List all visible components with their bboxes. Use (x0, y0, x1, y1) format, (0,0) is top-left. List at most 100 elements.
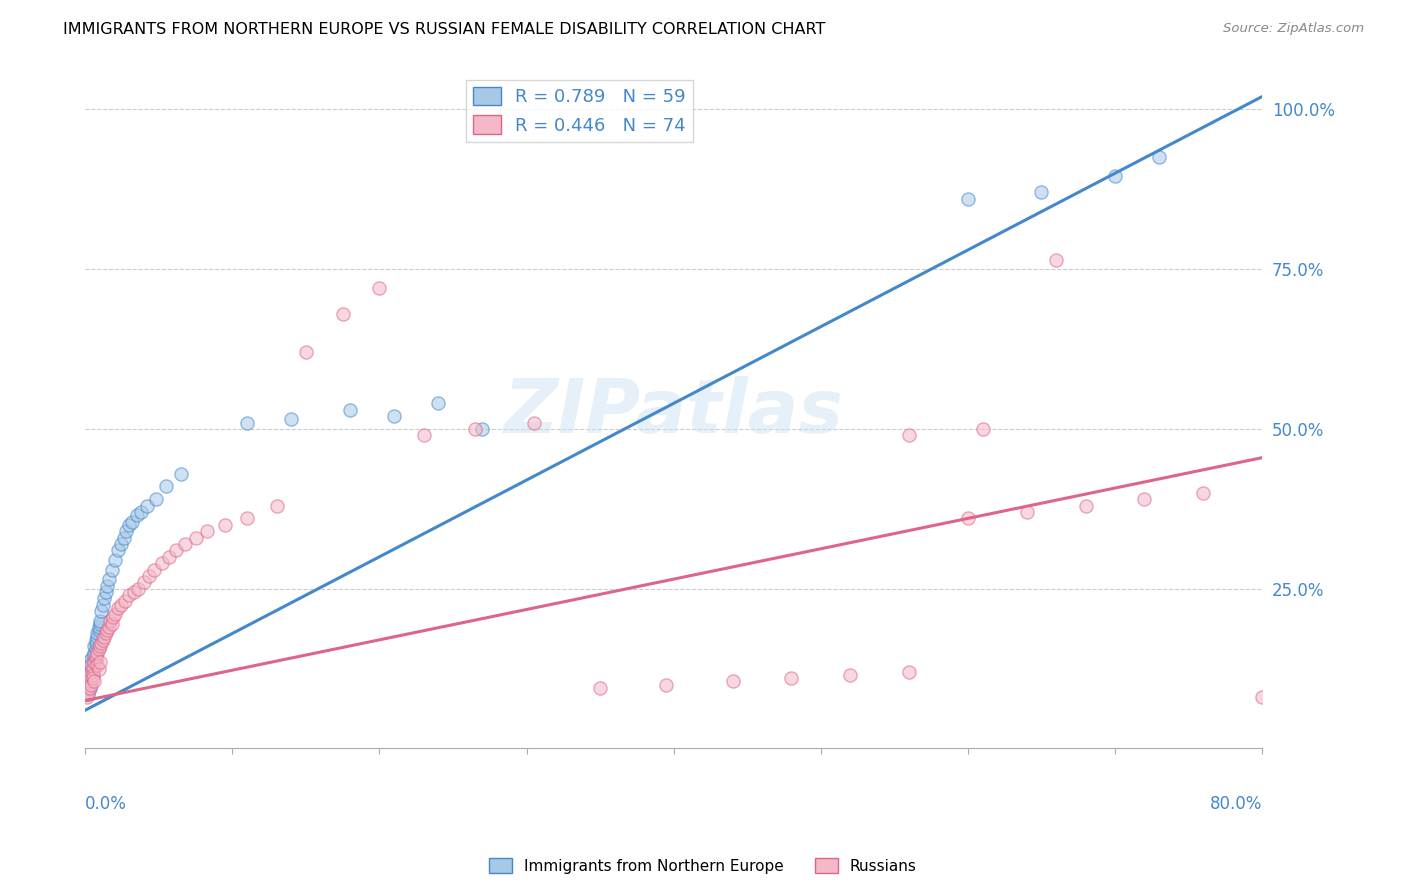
Point (129, 505, 152, 519)
Point (83, 655, 105, 669)
Point (83, 674, 105, 689)
Point (107, 600, 129, 615)
Point (122, 585, 145, 599)
Legend: R = 0.789   N = 59, R = 0.446   N = 74: R = 0.789 N = 59, R = 0.446 N = 74 (467, 79, 693, 142)
Point (339, 402, 361, 417)
Point (77, 687, 100, 701)
Point (236, 511, 259, 525)
Point (100, 616, 122, 631)
Text: IMMIGRANTS FROM NORTHERN EUROPE VS RUSSIAN FEMALE DISABILITY CORRELATION CHART: IMMIGRANTS FROM NORTHERN EUROPE VS RUSSI… (63, 22, 825, 37)
Legend: Immigrants from Northern Europe, Russians: Immigrants from Northern Europe, Russian… (484, 852, 922, 880)
Point (956, 511, 979, 525)
Point (91, 632, 114, 647)
Point (155, 479, 177, 493)
Point (89, 655, 111, 669)
Point (94, 626, 117, 640)
Point (170, 467, 193, 481)
Point (839, 668, 862, 682)
Point (127, 582, 149, 596)
Point (86, 658, 108, 673)
Point (79, 674, 101, 689)
Point (77, 677, 100, 691)
Point (118, 517, 141, 532)
Point (1045, 252, 1067, 267)
Point (86, 646, 108, 660)
Text: 80.0%: 80.0% (1209, 796, 1263, 814)
Point (157, 549, 180, 564)
Point (166, 543, 188, 558)
Point (79, 681, 101, 695)
Point (80, 662, 103, 676)
Point (79, 681, 101, 695)
Point (110, 537, 132, 551)
Point (107, 543, 129, 558)
Point (184, 531, 207, 545)
Point (82, 671, 104, 685)
Point (83, 655, 105, 669)
Point (145, 492, 167, 507)
Point (103, 610, 125, 624)
Point (79, 665, 101, 679)
Point (97, 572, 120, 586)
Point (89, 614, 111, 628)
Point (368, 281, 391, 295)
Point (134, 575, 156, 590)
Point (77, 671, 100, 685)
Point (138, 569, 160, 583)
Point (87, 620, 110, 634)
Point (1104, 169, 1126, 184)
Point (1147, 150, 1170, 164)
Point (655, 677, 678, 691)
Point (382, 409, 405, 424)
Point (464, 422, 486, 436)
Point (77, 681, 100, 695)
Point (82, 648, 104, 663)
Point (76, 681, 98, 695)
Point (956, 192, 979, 206)
Point (77, 671, 100, 685)
Text: 0.0%: 0.0% (86, 796, 127, 814)
Point (280, 412, 302, 426)
Point (79, 668, 101, 682)
Point (104, 553, 127, 567)
Point (98, 614, 121, 628)
Point (82, 668, 104, 682)
Point (76, 690, 98, 705)
Point (427, 396, 450, 410)
Point (115, 524, 138, 539)
Point (1133, 492, 1156, 507)
Point (86, 630, 108, 644)
Point (94, 585, 117, 599)
Point (150, 556, 173, 570)
Text: Source: ZipAtlas.com: Source: ZipAtlas.com (1223, 22, 1364, 36)
Point (898, 428, 921, 442)
Point (143, 562, 166, 576)
Point (80, 677, 103, 691)
Point (87, 624, 110, 638)
Point (89, 639, 111, 653)
Point (76, 684, 98, 698)
Point (97, 620, 120, 634)
Point (1251, 690, 1274, 705)
Point (87, 642, 110, 657)
Point (76, 677, 98, 691)
Point (79, 658, 101, 673)
Point (93, 591, 115, 606)
Point (1015, 505, 1038, 519)
Point (118, 588, 141, 602)
Point (82, 662, 104, 676)
Point (76, 684, 98, 698)
Point (110, 598, 132, 612)
Point (236, 416, 259, 430)
Point (112, 531, 135, 545)
Point (114, 594, 136, 608)
Point (1031, 186, 1053, 200)
Point (100, 562, 122, 576)
Point (77, 674, 100, 689)
Point (83, 639, 105, 653)
Point (197, 524, 219, 539)
Point (87, 662, 110, 676)
Point (898, 665, 921, 679)
Point (83, 646, 105, 660)
Point (214, 517, 236, 532)
